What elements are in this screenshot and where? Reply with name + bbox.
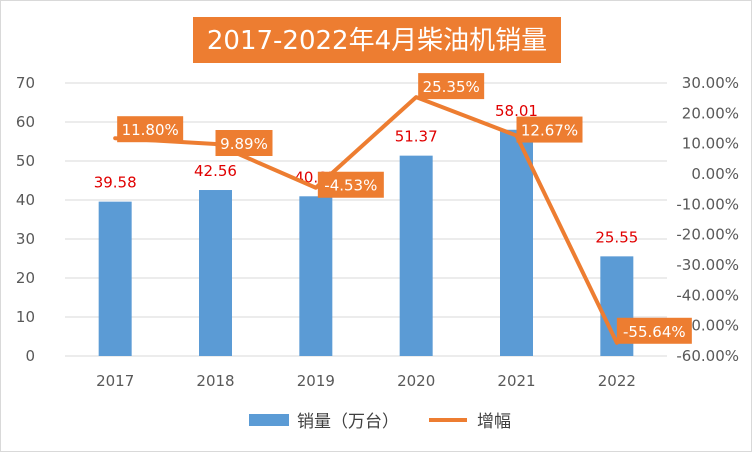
left-tick-label: 50 — [16, 152, 35, 170]
bar-data-label: 39.58 — [94, 174, 137, 192]
right-tick-label: -20.00% — [676, 226, 739, 244]
right-tick-label: 10.00% — [682, 135, 739, 153]
x-axis: 2017 2018 2019 2020 2021 2022 — [96, 372, 636, 390]
left-tick-label: 60 — [16, 113, 35, 131]
right-tick-label: 20.00% — [682, 104, 739, 122]
line-data-label: -4.53% — [324, 177, 377, 195]
legend: 销量（万台） 增幅 — [249, 412, 511, 432]
x-tick-label: 2019 — [297, 372, 335, 390]
growth-line — [113, 95, 619, 345]
bar — [98, 201, 132, 356]
right-tick-label: -40.00% — [676, 286, 739, 304]
line-label-box — [516, 116, 583, 143]
right-tick-label: -50.00% — [676, 317, 739, 335]
bar-series — [98, 129, 634, 356]
line-label-box — [215, 130, 273, 157]
legend-line-label: 增幅 — [477, 412, 511, 432]
bar-data-label: 42.56 — [194, 162, 237, 180]
line-data-label: 11.80% — [122, 121, 179, 139]
x-tick-label: 2018 — [196, 372, 234, 390]
right-axis: -60.00% -50.00% -40.00% -30.00% -20.00% -10.0… — [676, 74, 739, 365]
x-tick-label: 2022 — [598, 372, 636, 390]
right-tick-label: -60.00% — [676, 347, 739, 365]
left-tick-label: 70 — [16, 74, 35, 92]
bar-data-label: 25.55 — [595, 228, 638, 246]
bar — [500, 129, 533, 356]
bar — [299, 196, 333, 356]
right-tick-label: 0.00% — [691, 165, 739, 183]
legend-bar-swatch — [249, 414, 289, 426]
line-label-box — [117, 116, 184, 143]
chart-title: 2017-2022年4月柴油机销量 — [207, 26, 547, 56]
left-axis: 0 10 20 30 40 50 60 70 — [16, 74, 35, 365]
title-box — [193, 17, 561, 63]
legend-bar-label: 销量（万台） — [297, 412, 399, 432]
x-tick-label: 2017 — [96, 372, 134, 390]
left-tick-label: 10 — [16, 308, 35, 326]
line-data-label: -55.64% — [623, 323, 686, 341]
right-tick-label: -30.00% — [676, 256, 739, 274]
x-tick-label: 2020 — [397, 372, 435, 390]
left-tick-label: 30 — [16, 230, 35, 248]
line-label-box — [616, 317, 692, 344]
left-tick-label: 40 — [16, 191, 35, 209]
line-data-label: 12.67% — [521, 122, 578, 140]
x-tick-label: 2021 — [497, 372, 535, 390]
line-data-labels: 11.80% 9.89% -4.53% 25.35% 12.67% -55.64% — [117, 73, 692, 344]
line-data-label: 25.35% — [423, 78, 480, 96]
bar — [399, 155, 433, 356]
line-label-box — [418, 73, 485, 100]
right-tick-label: 30.00% — [682, 74, 739, 92]
left-tick-label: 0 — [25, 347, 35, 365]
line-label-box — [317, 171, 384, 198]
bar — [199, 190, 232, 356]
left-tick-label: 20 — [16, 269, 35, 287]
bar-data-label: 58.01 — [495, 102, 538, 120]
line-series — [113, 95, 619, 345]
right-tick-label: -10.00% — [676, 195, 739, 213]
bar-data-label: 51.37 — [395, 128, 438, 146]
line-data-label: 9.89% — [220, 135, 268, 153]
